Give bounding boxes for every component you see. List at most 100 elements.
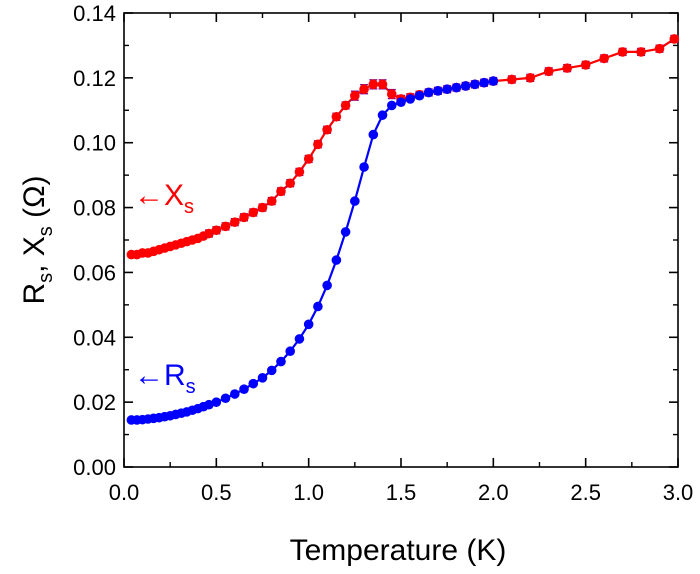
y-label-main-1: R: [18, 283, 51, 305]
series-rs: [126, 76, 499, 425]
data-point-xs: [340, 100, 351, 111]
data-point-xs: [368, 79, 379, 90]
data-point-rs: [276, 356, 286, 367]
data-point-rs: [414, 90, 425, 101]
data-point-rs: [331, 255, 342, 265]
data-point-xs: [386, 89, 397, 99]
data-point-xs: [257, 202, 268, 213]
annotation-rs-sub: s: [186, 376, 196, 398]
series-xs: [126, 34, 680, 260]
data-point-rs: [211, 397, 222, 407]
y-axis-label: Rs, Xs (Ω): [18, 175, 57, 304]
x-tick-label: 2.0: [478, 480, 509, 505]
x-tick-label: 3.0: [663, 480, 694, 505]
data-point-xs: [654, 43, 665, 54]
data-point-xs: [220, 221, 231, 232]
data-point-xs: [359, 84, 369, 95]
data-point-rs: [442, 84, 452, 95]
data-point-xs: [507, 74, 517, 85]
data-point-rs: [204, 399, 214, 410]
data-point-xs: [303, 154, 314, 164]
data-point-rs: [377, 110, 388, 120]
y-tick-label: 0.12: [73, 66, 116, 91]
data-point-xs: [313, 139, 323, 150]
data-point-xs: [580, 60, 591, 70]
series-layer: [126, 34, 680, 425]
data-point-xs: [617, 47, 628, 57]
x-tick-label: 2.5: [570, 480, 601, 505]
data-point-xs: [636, 47, 646, 57]
data-point-rs: [488, 76, 499, 86]
data-point-xs: [525, 73, 536, 83]
data-point-rs: [451, 82, 462, 93]
data-point-rs: [340, 227, 351, 237]
y-label-sub-1: s: [35, 273, 57, 283]
annotation-xs-arrow: ←: [134, 179, 164, 212]
data-point-xs: [350, 90, 360, 101]
x-tick-label: 0.0: [109, 480, 140, 505]
plot-border: [123, 12, 679, 468]
y-tick-label: 0.14: [73, 1, 116, 26]
data-point-rs: [303, 319, 314, 330]
x-axis: 0.0 0.5 1.0 1.5 2.0 2.5 3.0: [109, 13, 694, 505]
data-point-rs: [470, 79, 480, 90]
data-point-rs: [220, 393, 231, 404]
y-tick-label: 0.06: [73, 260, 116, 285]
y-tick-label: 0.00: [73, 455, 116, 480]
data-point-rs: [460, 81, 471, 91]
annotation-rs: ←Rs: [134, 359, 196, 398]
y-axis: 0.00 0.02 0.04 0.06 0.08 0.10 0.12 0.14: [73, 1, 678, 480]
data-point-rs: [294, 334, 305, 344]
y-tick-label: 0.08: [73, 196, 116, 221]
data-point-rs: [396, 97, 406, 107]
y-tick-label: 0.04: [73, 325, 116, 350]
annotation-xs: ←Xs: [134, 179, 194, 218]
data-point-xs: [239, 212, 249, 223]
data-point-rs: [266, 365, 277, 376]
data-point-xs: [543, 66, 554, 77]
data-point-xs: [562, 63, 572, 73]
data-point-rs: [248, 378, 259, 389]
data-point-xs: [230, 217, 240, 227]
data-point-rs: [433, 86, 443, 96]
annotation-rs-main: R: [164, 359, 186, 392]
data-point-xs: [276, 186, 286, 197]
data-point-xs: [248, 207, 259, 218]
data-point-xs: [204, 228, 214, 239]
data-point-xs: [669, 34, 680, 44]
y-label-sep: ,: [18, 256, 51, 273]
data-point-rs: [479, 77, 489, 88]
data-point-rs: [322, 280, 332, 291]
data-point-xs: [599, 53, 609, 64]
data-point-xs: [377, 79, 388, 90]
annotation-xs-main: X: [164, 179, 184, 212]
data-point-xs: [331, 111, 342, 122]
data-point-rs: [239, 384, 249, 394]
data-point-xs: [285, 178, 296, 189]
y-label-main-2: X: [18, 236, 51, 256]
data-point-xs: [294, 167, 305, 177]
x-tick-label: 0.5: [201, 480, 232, 505]
data-point-rs: [423, 87, 434, 98]
x-tick-label: 1.0: [293, 480, 324, 505]
x-tick-label: 1.5: [386, 480, 417, 505]
annotation-xs-sub: s: [184, 196, 194, 218]
data-point-rs: [285, 346, 296, 357]
data-point-rs: [405, 94, 416, 104]
series-line-xs: [131, 37, 675, 256]
plot-frame: [123, 12, 679, 468]
data-point-rs: [313, 301, 323, 312]
data-point-rs: [368, 129, 379, 140]
y-tick-label: 0.10: [73, 131, 116, 156]
data-point-rs: [350, 196, 360, 206]
data-point-xs: [266, 196, 277, 206]
y-tick-label: 0.02: [73, 390, 116, 415]
data-point-xs: [211, 225, 222, 236]
y-label-unit: (Ω): [18, 175, 51, 226]
annotation-rs-arrow: ←: [134, 359, 164, 392]
y-label-sub-2: s: [35, 226, 57, 236]
data-point-rs: [359, 162, 369, 172]
data-point-xs: [322, 124, 332, 135]
x-axis-label: Temperature (K): [290, 534, 507, 567]
